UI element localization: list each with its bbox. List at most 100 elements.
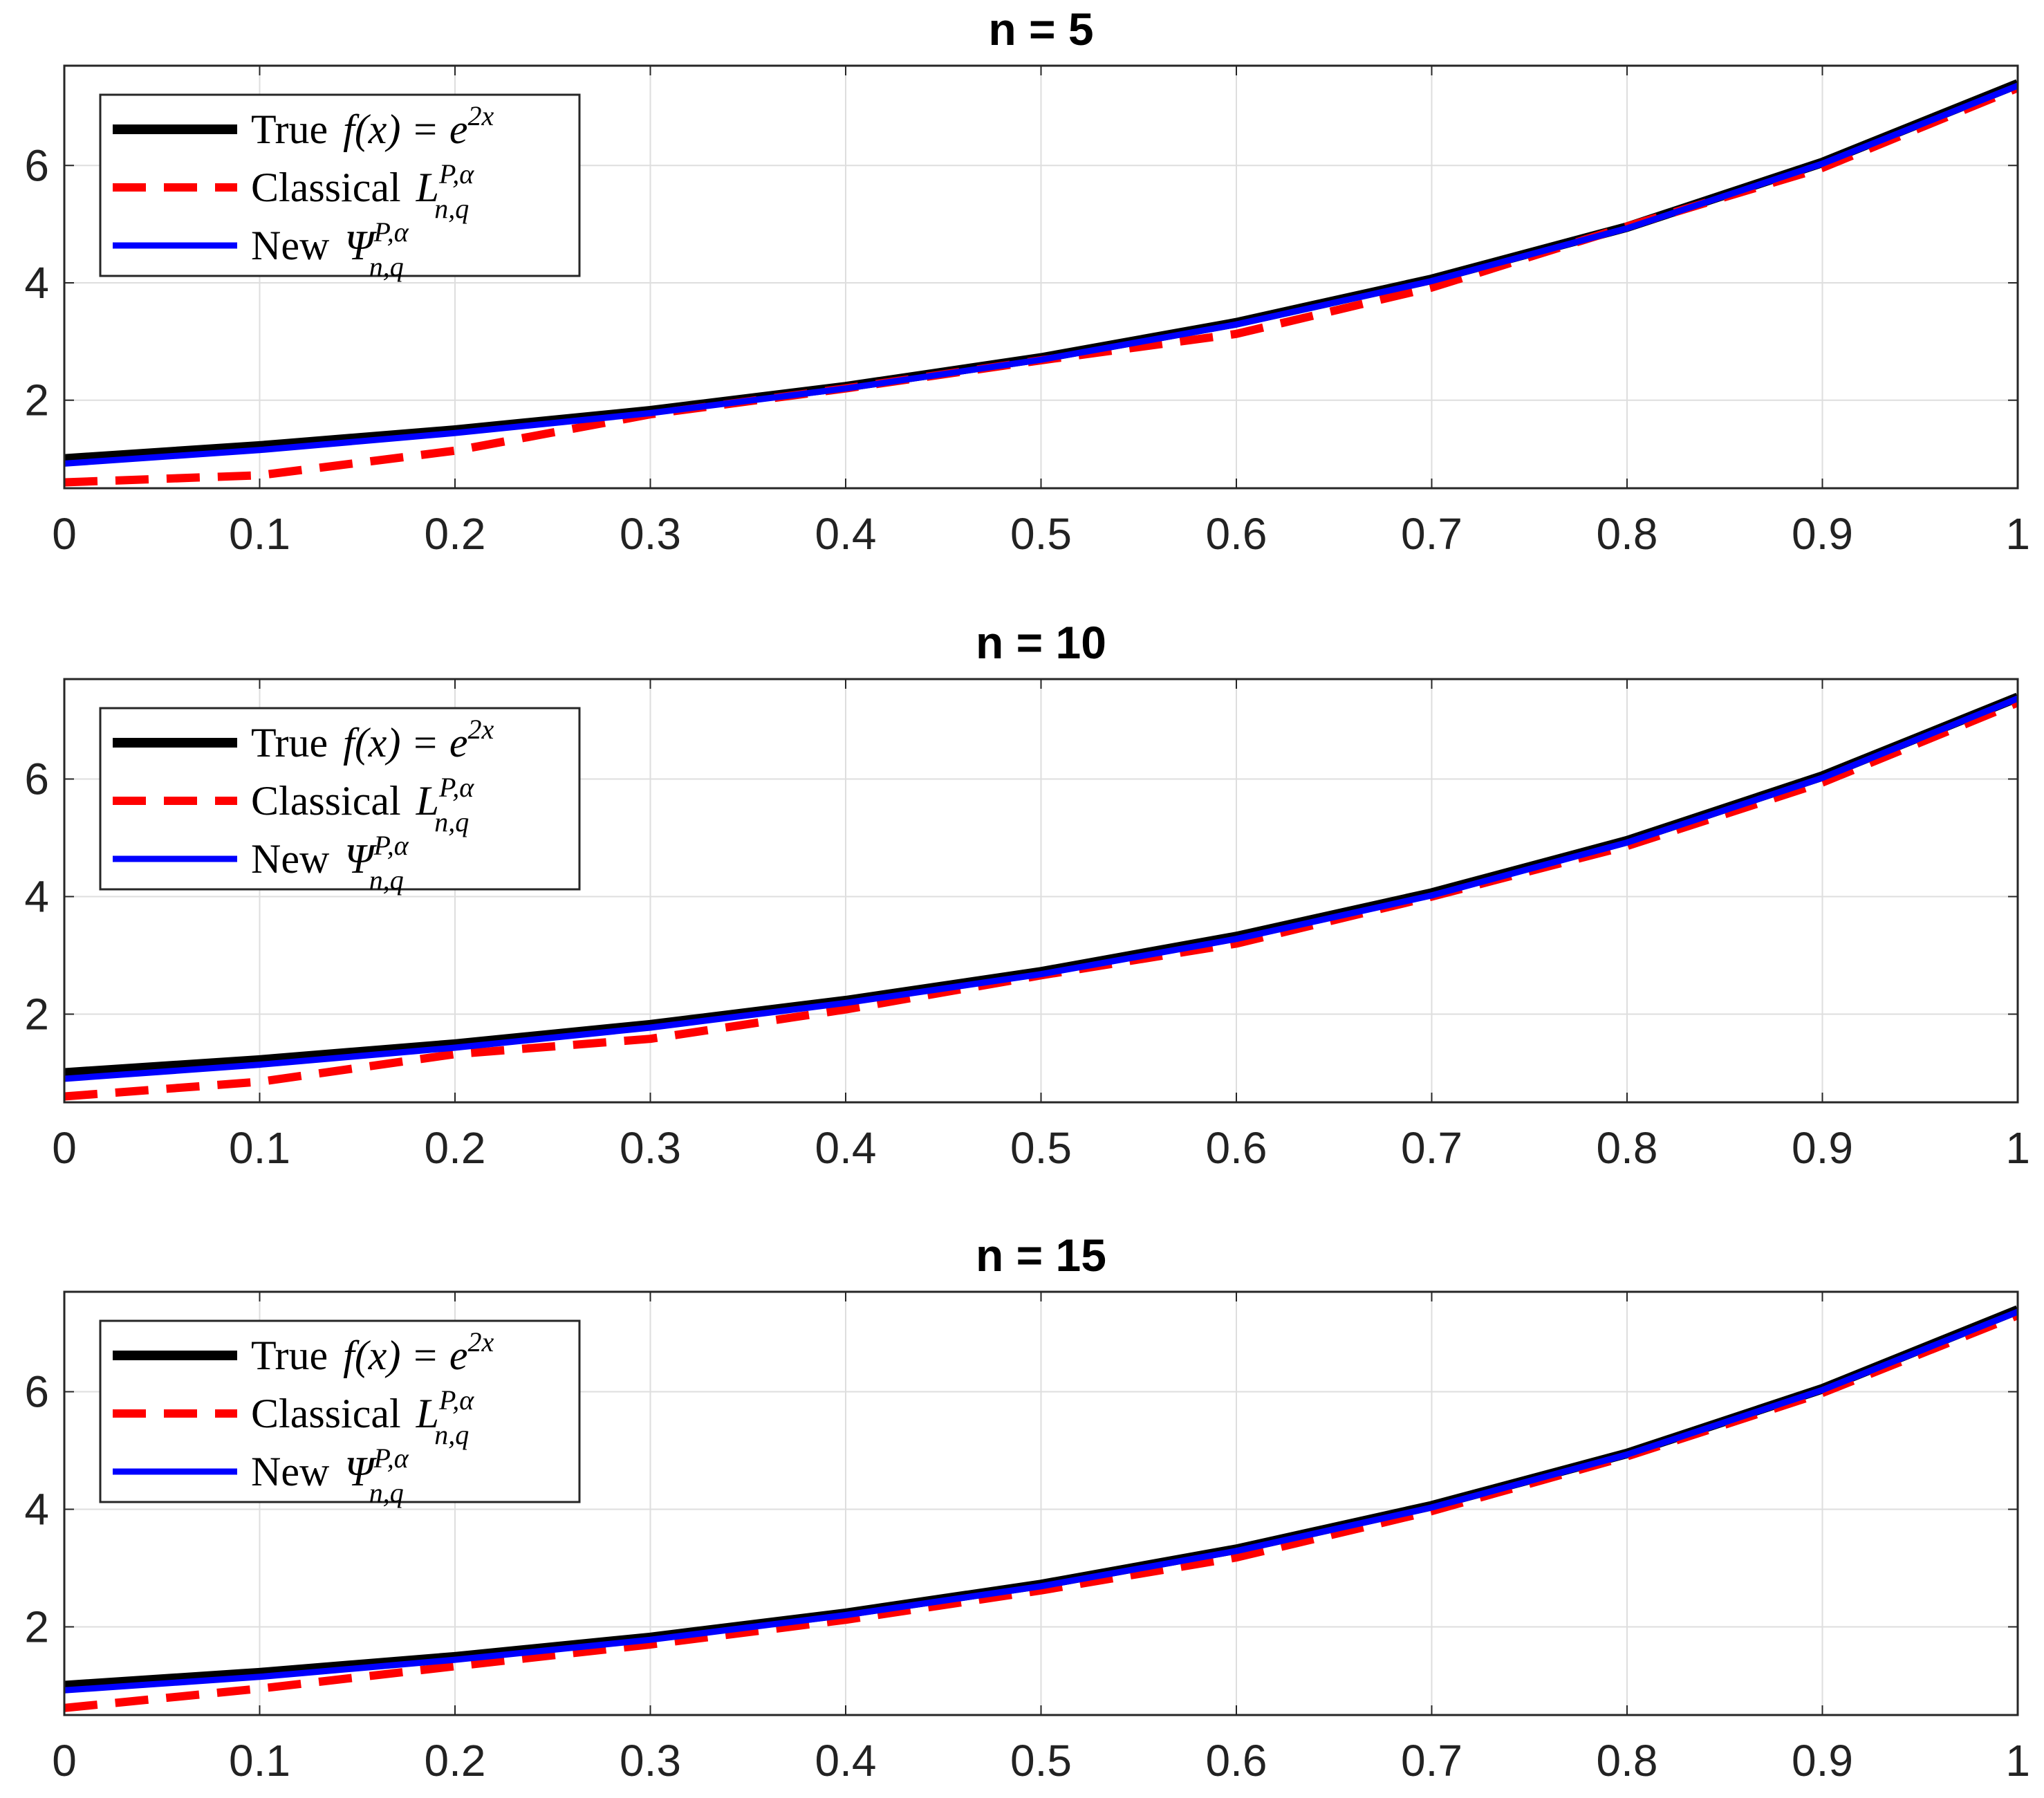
y-tick-label: 2 <box>24 376 49 425</box>
x-tick-label: 0.5 <box>1010 1736 1072 1786</box>
legend-math: Ψ <box>344 836 377 882</box>
chart-title: n = 10 <box>976 617 1106 668</box>
legend-math: L <box>416 165 439 210</box>
x-tick-label: 0.4 <box>815 509 877 559</box>
x-tick-label: 0.3 <box>620 1736 681 1786</box>
x-tick-label: 0.9 <box>1792 509 1853 559</box>
legend-math: f(x) = e <box>343 720 467 766</box>
legend-math: L <box>416 1391 439 1436</box>
x-tick-label: 0.6 <box>1206 1123 1267 1173</box>
chart-panel-2: n = 10 0 0.1 0.2 0.3 0.4 0.5 0.6 0.7 0.8 0.9 1 2 4 6 Tr… <box>24 617 2030 1173</box>
legend-sub: n,q <box>434 1419 469 1450</box>
x-tick-label: 1 <box>2005 509 2030 559</box>
x-tick-label: 0.3 <box>620 1123 681 1173</box>
x-tick-label: 0.1 <box>229 509 290 559</box>
legend-sub: n,q <box>369 864 404 896</box>
legend-sup: P,α <box>373 1443 409 1474</box>
y-tick-label: 4 <box>24 872 49 922</box>
x-tick-label: 0.7 <box>1401 1736 1462 1786</box>
legend-label-classical: Classical LP,α n,q <box>251 1384 474 1450</box>
legend-sub: n,q <box>369 1477 404 1508</box>
legend-name: True <box>251 106 328 152</box>
legend-sup: P,α <box>438 1384 474 1416</box>
x-tick-label: 0.2 <box>425 509 486 559</box>
legend-label-classical: Classical LP,α n,q <box>251 772 474 837</box>
x-tick-label: 0.5 <box>1010 1123 1072 1173</box>
y-tick-label: 6 <box>24 140 49 190</box>
chart-panel-1: n = 5 0 0.1 0.2 0.3 0.4 0.5 0.6 0.7 0.8 0.9 1 2 4 6 Tru… <box>24 3 2030 559</box>
axes-box <box>63 678 2019 1104</box>
chart-panel-3: n = 15 0 0.1 0.2 0.3 0.4 0.5 0.6 0.7 0.8 0.9 1 2 4 6 Tr… <box>24 1230 2030 1786</box>
x-tick-label: 0.1 <box>229 1123 290 1173</box>
x-tick-label: 0.6 <box>1206 509 1267 559</box>
legend-math: Ψ <box>344 1449 377 1494</box>
legend-label-new: New ΨP,α n,q <box>251 216 409 282</box>
x-tick-label: 0.7 <box>1401 509 1462 559</box>
legend-math: Ψ <box>344 223 377 268</box>
legend-sup: P,α <box>373 216 409 248</box>
x-tick-label: 0.8 <box>1597 509 1658 559</box>
legend-sup: 2x <box>468 714 494 745</box>
x-tick-label: 0.6 <box>1206 1736 1267 1786</box>
y-tick-label: 4 <box>24 258 49 308</box>
legend-sup: 2x <box>468 100 494 131</box>
legend-sub: n,q <box>434 806 469 837</box>
legend-sup: P,α <box>373 830 409 861</box>
legend-label-new: New ΨP,α n,q <box>251 1443 409 1508</box>
legend-sub: n,q <box>434 193 469 224</box>
x-tick-label: 1 <box>2005 1736 2030 1786</box>
legend-label-true: True f(x) = e2x <box>251 100 494 152</box>
series-line-new <box>64 695 2018 1082</box>
legend-math: f(x) = e <box>343 106 467 152</box>
x-tick-label: 0.9 <box>1792 1123 1853 1173</box>
x-tick-label: 0.4 <box>815 1736 877 1786</box>
x-tick-label: 0.2 <box>425 1123 486 1173</box>
legend-sup: 2x <box>468 1326 494 1357</box>
legend-math: L <box>416 778 439 824</box>
x-tick-label: 0.7 <box>1401 1123 1462 1173</box>
x-tick-label: 0.8 <box>1597 1123 1658 1173</box>
axes-box <box>63 64 2019 490</box>
axes-box <box>63 1290 2019 1716</box>
legend-math: f(x) = e <box>343 1333 467 1378</box>
y-tick-label: 2 <box>24 990 49 1039</box>
x-tick-label: 0.1 <box>229 1736 290 1786</box>
legend-name: Classical <box>251 778 401 824</box>
x-tick-label: 0.9 <box>1792 1736 1853 1786</box>
x-tick-label: 0 <box>52 1123 77 1173</box>
legend-label-true: True f(x) = e2x <box>251 1326 494 1378</box>
x-tick-label: 0.2 <box>425 1736 486 1786</box>
x-tick-label: 0.3 <box>620 509 681 559</box>
x-tick-label: 0 <box>52 509 77 559</box>
x-tick-label: 0.4 <box>815 1123 877 1173</box>
y-tick-label: 6 <box>24 754 49 804</box>
legend-name: Classical <box>251 1391 401 1436</box>
legend-label-true: True f(x) = e2x <box>251 714 494 766</box>
chart-title: n = 5 <box>988 3 1093 55</box>
legend-sup: P,α <box>438 158 474 189</box>
legend-name: New <box>251 836 330 882</box>
y-tick-label: 6 <box>24 1367 49 1417</box>
legend-label-new: New ΨP,α n,q <box>251 830 409 896</box>
x-tick-label: 0.5 <box>1010 509 1072 559</box>
x-tick-label: 0 <box>52 1736 77 1786</box>
chart-title: n = 15 <box>976 1230 1106 1281</box>
legend-name: New <box>251 223 330 268</box>
series-line-new <box>64 82 2018 467</box>
legend-name: New <box>251 1449 330 1494</box>
series-line-new <box>64 1308 2018 1694</box>
legend-sub: n,q <box>369 251 404 282</box>
y-tick-label: 2 <box>24 1602 49 1652</box>
legend-label-classical: Classical LP,α n,q <box>251 158 474 224</box>
x-tick-label: 1 <box>2005 1123 2030 1173</box>
legend-sup: P,α <box>438 772 474 803</box>
legend-name: True <box>251 1333 328 1378</box>
legend-name: True <box>251 720 328 766</box>
y-tick-label: 4 <box>24 1485 49 1535</box>
legend-name: Classical <box>251 165 401 210</box>
x-tick-label: 0.8 <box>1597 1736 1658 1786</box>
